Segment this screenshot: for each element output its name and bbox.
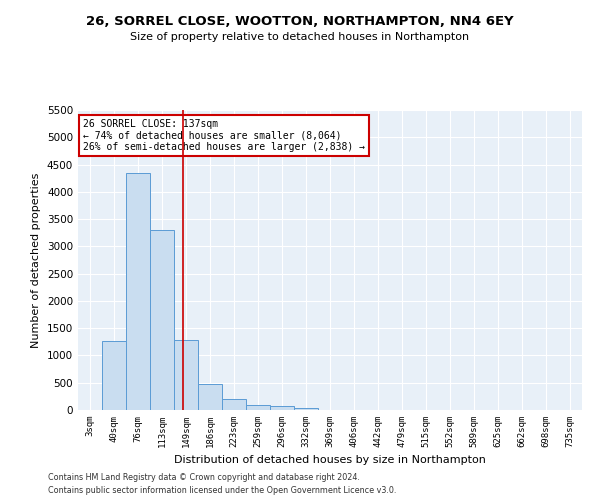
Text: 26 SORREL CLOSE: 137sqm
← 74% of detached houses are smaller (8,064)
26% of semi: 26 SORREL CLOSE: 137sqm ← 74% of detache… bbox=[83, 119, 365, 152]
Bar bbox=[102, 340, 126, 410]
Bar bbox=[294, 408, 318, 410]
Text: 26, SORREL CLOSE, WOOTTON, NORTHAMPTON, NN4 6EY: 26, SORREL CLOSE, WOOTTON, NORTHAMPTON, … bbox=[86, 15, 514, 28]
Text: Size of property relative to detached houses in Northampton: Size of property relative to detached ho… bbox=[130, 32, 470, 42]
Bar bbox=[198, 384, 222, 410]
Y-axis label: Number of detached properties: Number of detached properties bbox=[31, 172, 41, 348]
Text: Contains HM Land Registry data © Crown copyright and database right 2024.: Contains HM Land Registry data © Crown c… bbox=[48, 474, 360, 482]
Bar bbox=[126, 172, 150, 410]
X-axis label: Distribution of detached houses by size in Northampton: Distribution of detached houses by size … bbox=[174, 456, 486, 466]
Bar bbox=[222, 398, 246, 410]
Bar bbox=[150, 230, 174, 410]
Bar bbox=[174, 340, 198, 410]
Bar bbox=[270, 406, 294, 410]
Bar bbox=[246, 405, 270, 410]
Text: Contains public sector information licensed under the Open Government Licence v3: Contains public sector information licen… bbox=[48, 486, 397, 495]
